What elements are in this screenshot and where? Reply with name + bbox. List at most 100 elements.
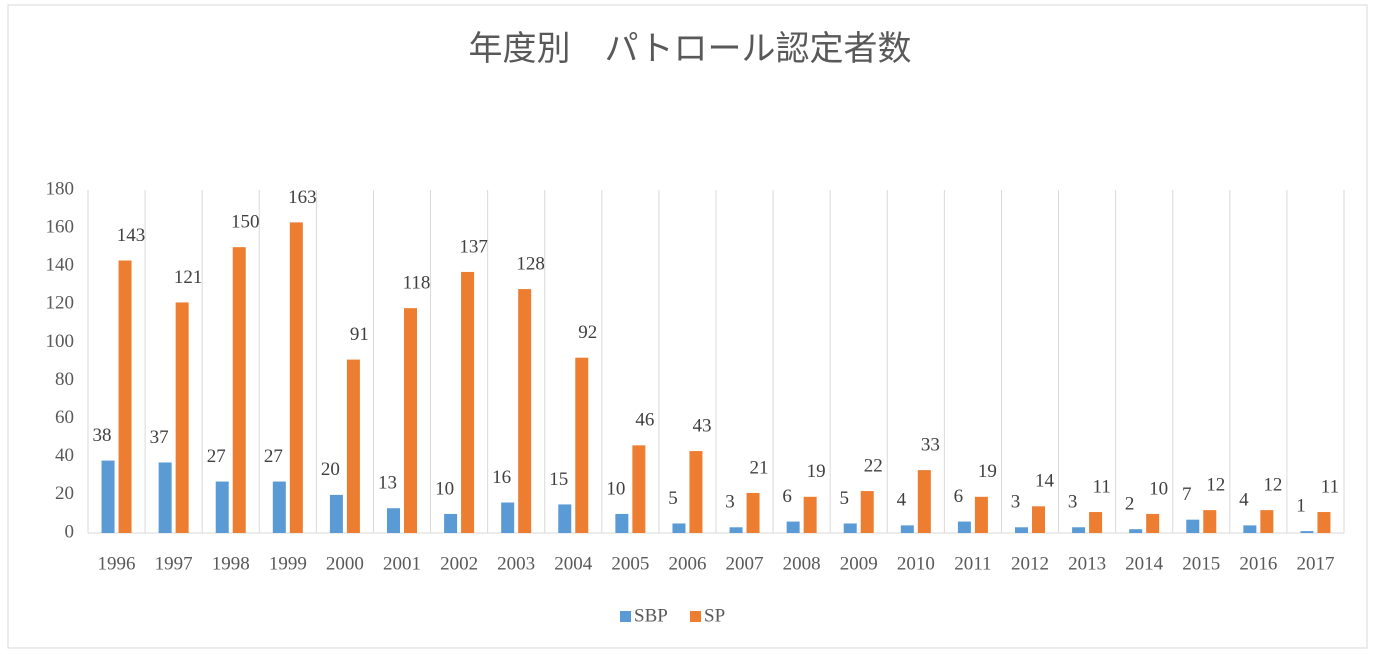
data-label: 7 [1182,484,1192,505]
y-tick-label: 40 [55,445,74,466]
bar [158,462,172,533]
data-label: 3 [725,492,735,513]
x-tick-label: 2009 [840,553,878,574]
bar [1072,527,1086,533]
data-label: 163 [288,187,317,208]
bar [843,523,857,533]
bar [689,451,703,533]
data-label: 12 [1206,474,1225,495]
y-tick-label: 20 [55,483,74,504]
x-tick-label: 2003 [497,553,535,574]
x-tick-label: 2002 [440,553,478,574]
x-tick-label: 2008 [783,553,821,574]
x-tick-label: 2000 [326,553,364,574]
data-label: 91 [350,324,369,345]
bar [957,521,971,533]
data-label: 27 [264,446,283,467]
x-tick-label: 2015 [1182,553,1220,574]
data-label: 19 [978,461,997,482]
bar [289,222,303,533]
x-tick-label: 2014 [1125,553,1164,574]
bar [1260,510,1274,533]
data-label: 4 [1239,490,1249,511]
bar [215,481,229,533]
data-label: 3 [1011,492,1021,513]
data-label: 19 [807,461,826,482]
data-label: 5 [668,488,678,509]
legend-swatch [620,611,631,622]
data-label: 11 [1321,476,1339,497]
data-label: 10 [1149,478,1168,499]
data-label: 121 [174,267,203,288]
data-label: 4 [897,490,907,511]
legend-label: SP [704,605,725,626]
y-tick-label: 100 [46,331,75,352]
data-label: 21 [750,457,769,478]
data-label: 15 [549,469,568,490]
x-tick-label: 2012 [1011,553,1049,574]
bar [672,523,686,533]
bar [746,492,760,533]
bar [803,496,817,533]
data-label: 6 [954,486,964,507]
data-label: 13 [378,473,397,494]
bar [1032,506,1045,533]
data-label: 27 [207,446,226,467]
data-label: 37 [150,427,169,448]
data-label: 22 [864,455,883,476]
bar [632,445,646,533]
bar [786,521,800,533]
data-label: 128 [516,253,545,274]
data-label: 11 [1092,476,1110,497]
x-tick-label: 1999 [269,553,307,574]
data-label: 16 [492,467,511,488]
bar [404,308,417,533]
bar [615,513,629,533]
x-tick-label: 2010 [897,553,935,574]
x-tick-label: 2007 [726,553,764,574]
bar [444,513,458,533]
data-label: 137 [459,236,488,257]
x-tick-label: 1998 [212,553,250,574]
data-label: 5 [839,488,849,509]
x-tick-label: 1996 [98,553,136,574]
x-tick-label: 2006 [668,553,706,574]
bar [558,504,572,533]
data-label: 46 [635,410,654,431]
bar [272,481,286,533]
bar [461,271,475,533]
bar [974,496,988,533]
bar [900,525,914,533]
bar [387,508,400,533]
data-label: 6 [782,486,792,507]
chart-frame [7,4,1368,649]
bar [1089,512,1103,533]
bar [575,357,589,533]
data-label: 20 [321,459,340,480]
x-tick-label: 2005 [611,553,649,574]
legend-label: SBP [634,605,668,626]
bar [1015,527,1028,533]
x-tick-label: 2011 [954,553,991,574]
data-label: 2 [1125,494,1135,515]
bar [729,527,743,533]
bar [118,260,132,533]
bar [329,494,343,533]
bar [346,359,360,533]
y-tick-label: 140 [46,255,75,276]
data-label: 10 [435,478,454,499]
data-label: 118 [403,273,431,294]
y-tick-label: 160 [46,216,75,237]
bar [501,502,515,533]
bar [101,460,115,533]
legend-swatch [690,611,701,622]
bar [175,302,189,533]
bar [232,247,246,533]
x-tick-label: 1997 [155,553,193,574]
x-tick-label: 2001 [383,553,421,574]
data-label: 43 [692,415,711,436]
bar [1129,529,1143,533]
data-label: 1 [1296,495,1306,516]
y-tick-label: 180 [46,178,75,199]
